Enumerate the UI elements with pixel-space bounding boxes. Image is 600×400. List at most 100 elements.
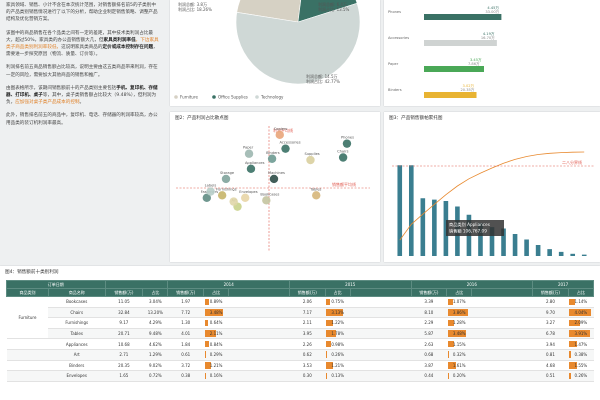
pareto-bar[interactable]: [489, 227, 495, 256]
year-sales-cell: 2.80: [532, 296, 569, 308]
table-row[interactable]: Furniture Bookcases 11.05 3.04% 1.97 0.89% 2.0…: [6, 296, 594, 340]
header-subcategory[interactable]: 商品名称: [47, 288, 106, 297]
year-sales-cell: 5.87: [411, 328, 447, 340]
year-sales-cell: 0.30: [289, 370, 326, 382]
pareto-bar[interactable]: [501, 228, 506, 257]
hbar-bar-accessories[interactable]: [424, 40, 497, 46]
year-share-cell: 1.22%: [325, 317, 351, 329]
scatter-point-binders[interactable]: [267, 154, 277, 163]
scatter-point-appliances[interactable]: [246, 164, 256, 174]
cumulative-line: [399, 151, 585, 241]
spacer-cell: [350, 349, 412, 361]
share-cell: 4.62%: [142, 338, 168, 350]
header-share[interactable]: 占比: [142, 288, 169, 297]
scatter-point-fasteners[interactable]: [202, 193, 211, 203]
table-row[interactable]: Binders 20.35 9.02% 3.72 1.21% 3.53 1.21% 3.87 1…: [6, 360, 594, 372]
scatter-point-copiers[interactable]: [275, 130, 284, 140]
pareto-bar[interactable]: [581, 254, 587, 256]
scatter-point-chairs[interactable]: [338, 153, 348, 162]
pie-slice-office-supplies[interactable]: [297, 0, 358, 23]
year-share-value: 0.16%: [209, 373, 223, 379]
pie-label-tech-1: 利润总额: 14.5万: [306, 73, 338, 79]
share-bar: [569, 351, 572, 359]
year-share-cell: 0.75%: [325, 296, 351, 308]
pie-chart-card: 利润总额: 3.8万 利润占比: 18.26% 利润总额: 6.4万 利润占比:…: [170, 0, 380, 106]
share-bar: [204, 309, 223, 316]
scatter-point-storage[interactable]: [221, 174, 231, 184]
hbar-bar-binders[interactable]: [424, 92, 477, 98]
legend-furniture[interactable]: Furniture: [180, 95, 198, 100]
legend-office-supplies[interactable]: Office Supplies: [218, 95, 248, 100]
header-sales-2014[interactable]: 销售额(万): [167, 288, 205, 297]
table-row[interactable]: Appliances 10.68 4.62% 1.84 0.84% 2.26 0.98% 2.…: [6, 338, 594, 350]
year-share-cell: 0.20%: [446, 370, 472, 382]
scatter-point-labels[interactable]: [206, 187, 215, 196]
share-bar: [569, 362, 578, 369]
table-row[interactable]: Tables 20.71 9.48% 4.01 2.11% 3.95 1.78% 5.87 3.…: [7, 328, 594, 340]
pareto-bar[interactable]: [397, 165, 403, 256]
table-row[interactable]: Chairs 32.84 13.20% 7.72 3.48% 7.17 3.13% 8.10 3…: [7, 307, 594, 319]
year-share-value: 1.21%: [331, 362, 345, 368]
scatter-point-bookcases[interactable]: [262, 196, 271, 205]
scatter-point-envelopes2[interactable]: [229, 197, 238, 206]
year-sales-cell: 4.01: [167, 328, 204, 340]
pareto-bar[interactable]: [420, 198, 426, 256]
share-bar: [447, 319, 455, 327]
year-share-cell: 1.28%: [446, 317, 472, 329]
scatter-point-label: Phones: [341, 136, 354, 140]
scatter-point-paper[interactable]: [244, 149, 254, 158]
spacer-cell: [350, 296, 412, 308]
scatter-point-machines[interactable]: [269, 174, 279, 184]
hbar-bar-paper[interactable]: [424, 66, 484, 72]
sales-cell: 10.68: [105, 338, 143, 350]
spacer-cell: [471, 338, 533, 350]
year-share-value: 0.64%: [209, 320, 223, 326]
legend-technology[interactable]: Technology: [260, 95, 284, 100]
pareto-bar[interactable]: [547, 249, 552, 256]
header-share-2015[interactable]: 占比: [324, 288, 351, 297]
pie-slice-furniture[interactable]: [236, 0, 306, 23]
hbar-bar-phones[interactable]: [424, 14, 502, 20]
scatter-point-furnishings[interactable]: [217, 191, 227, 200]
header-category[interactable]: 商品类别: [6, 288, 49, 297]
pie-slice-technology[interactable]: [235, 2, 361, 85]
hbar-value2-label: 16.70万: [481, 36, 495, 40]
pareto-bar[interactable]: [558, 251, 564, 256]
pareto-bar[interactable]: [512, 234, 518, 256]
pareto-bar[interactable]: [443, 201, 449, 256]
table-row[interactable]: Envelopes 1.65 0.72% 0.38 0.16% 0.30 0.13% 0.44…: [6, 370, 594, 382]
pareto-bar[interactable]: [478, 223, 483, 256]
table-row[interactable]: Art 2.71 1.29% 0.61 0.29% 0.62 0.26% 0.68 0.32% 0…: [6, 349, 594, 361]
share-bar: [447, 351, 450, 359]
year-share-value: 1.78%: [331, 331, 345, 337]
header-sales-2016[interactable]: 销售额(万): [410, 288, 448, 297]
scatter-point-supplies[interactable]: [306, 155, 315, 165]
pareto-bar[interactable]: [408, 165, 414, 256]
pareto-bar[interactable]: [535, 245, 541, 256]
year-share-value: 0.75%: [331, 299, 345, 305]
header-sales-2017[interactable]: 销售额(万): [532, 288, 569, 297]
scatter-point-accessories[interactable]: [281, 144, 290, 153]
header-sales-2015[interactable]: 销售额(万): [288, 288, 326, 297]
year-share-cell: 1.47%: [568, 338, 594, 350]
share-bar: [569, 298, 576, 306]
subcategory-cell: Envelopes: [48, 370, 106, 382]
share-bar: [447, 362, 457, 369]
scatter-point-phones[interactable]: [342, 139, 352, 148]
spacer-cell: [228, 338, 290, 350]
header-sales[interactable]: 销售额(万): [104, 288, 144, 297]
pareto-bar[interactable]: [570, 253, 576, 256]
table-row[interactable]: Furnishings 9.17 4.29% 1.30 0.64% 2.11 1.22% 2.…: [7, 317, 594, 329]
scatter-point-envelopes[interactable]: [241, 193, 250, 203]
pareto-bar[interactable]: [432, 199, 437, 256]
year-sales-cell: 3.87: [411, 360, 447, 372]
pareto-bar[interactable]: [524, 239, 529, 257]
header-year-2016: 2016: [410, 280, 534, 289]
scatter-point-tables[interactable]: [312, 191, 321, 200]
header-share-2017[interactable]: 占比: [567, 288, 595, 297]
header-share-2014[interactable]: 占比: [203, 288, 230, 297]
pareto-tooltip: [446, 220, 504, 236]
header-share-2016[interactable]: 占比: [446, 288, 473, 297]
subcategory-cell: Bookcases: [48, 296, 106, 308]
year-share-value: 1.28%: [452, 320, 466, 326]
